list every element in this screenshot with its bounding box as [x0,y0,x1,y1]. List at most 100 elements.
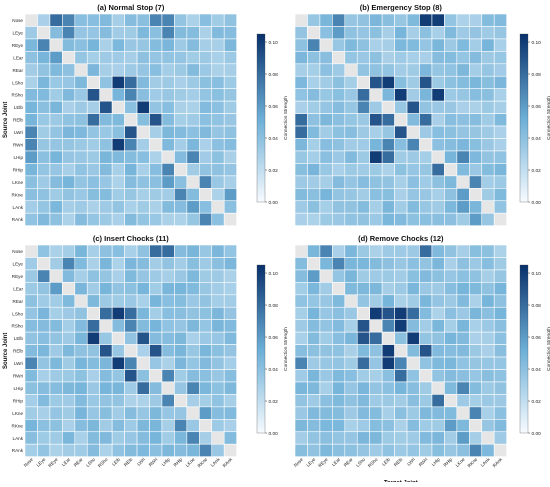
heatmap-cell [199,294,213,308]
heatmap-cell [223,406,237,420]
heatmap-cell [332,269,346,283]
heatmap-cell [481,331,495,345]
heatmap-cell [344,88,358,102]
heatmap-cell [294,344,308,358]
heatmap-cell [356,319,370,333]
heatmap-cell [369,38,383,52]
heatmap-cell [49,394,63,408]
heatmap-cell [369,282,383,296]
heatmap-cell [481,431,495,445]
heatmap-cell [294,319,308,333]
heatmap-cell [294,294,308,308]
heatmap-cell [74,125,88,139]
y-tick-label: RElb [13,349,23,354]
heatmap-cell [49,294,63,308]
heatmap-cell [344,431,358,445]
heatmap-cell [199,163,213,177]
heatmap-cell [111,113,125,127]
heatmap-cell [111,175,125,189]
heatmap-cell [223,138,237,152]
heatmap-cell [99,431,113,445]
heatmap-cell [37,51,51,65]
heatmap-cell [24,75,38,89]
heatmap-cell [332,38,346,52]
heatmap-cell [223,150,237,164]
heatmap-cell [174,163,188,177]
heatmap-cell [406,369,420,383]
heatmap-cell [456,394,470,408]
heatmap-cell [49,257,63,271]
heatmap-cell [136,88,150,102]
heatmap-cell [149,443,163,457]
colorbar-tick-label: 0.04 [269,367,279,373]
heatmap-cell [394,63,408,77]
heatmap-cell [199,257,213,271]
chart-title: (d) Remove Chocks (12) [358,234,444,243]
heatmap-cell [481,75,495,89]
heatmap-cell [74,443,88,457]
heatmap-cell [74,163,88,177]
heatmap-cell [111,75,125,89]
heatmap-cell [394,150,408,164]
heatmap-cell [124,13,138,27]
heatmap-cell [406,381,420,395]
heatmap-cell [319,175,333,189]
heatmap-cell [481,175,495,189]
heatmap-cell [37,356,51,370]
heatmap-cell [37,150,51,164]
heatmap-cell [307,26,321,40]
heatmap-cell [199,100,213,114]
heatmap-cell [369,294,383,308]
heatmap-cell [174,100,188,114]
heatmap-cell [468,294,483,308]
heatmap-cell [136,381,150,395]
heatmap-cell [319,38,333,52]
heatmap-cell [356,418,370,433]
heatmap-cell [406,63,420,77]
heatmap-cell [99,125,113,139]
heatmap-cell [394,381,408,395]
heatmap-cell [149,100,163,114]
heatmap-cell [223,113,237,127]
heatmap-cell [74,26,88,40]
heatmap-cell [186,331,200,345]
heatmap-cell [62,294,76,308]
heatmap-cell [211,443,225,457]
heatmap-cell [223,294,237,308]
heatmap-cell [419,294,433,308]
x-tick-label: RHip [443,457,454,468]
heatmap-cell [99,13,113,27]
heatmap-cell [223,257,237,271]
heatmap-cell [444,306,458,320]
heatmap-cell [99,257,113,271]
heatmap-cell [481,319,495,333]
x-tick-label: LEar [331,456,342,467]
heatmap-cell [381,188,395,202]
heatmap-cell [149,356,163,370]
y-tick-label: LSho [12,311,23,316]
heatmap-cell [211,331,225,345]
heatmap-cell [319,163,333,177]
heatmap-cell [62,369,76,383]
y-tick-label: RAnk [12,448,24,453]
heatmap-cell [294,244,308,258]
heatmap-cell [419,344,433,358]
heatmap-cell [294,431,308,445]
heatmap-cell [456,63,470,77]
heatmap-cell [199,200,213,214]
heatmap-cell [319,75,333,89]
heatmap-cell [369,163,383,177]
heatmap-cell [493,13,507,27]
heatmap-cell [481,188,495,202]
heatmap-cell [456,26,470,40]
heatmap-cell [199,244,213,258]
heatmap-cell [381,51,395,65]
heatmap-cell [356,163,370,177]
heatmap-cell [74,188,88,202]
heatmap-cell [319,150,333,164]
heatmap-cell [307,113,321,127]
heatmap-cell [124,257,138,271]
heatmap-cell [493,394,507,408]
heatmap-cell [356,294,370,308]
heatmap-cell [319,418,333,433]
